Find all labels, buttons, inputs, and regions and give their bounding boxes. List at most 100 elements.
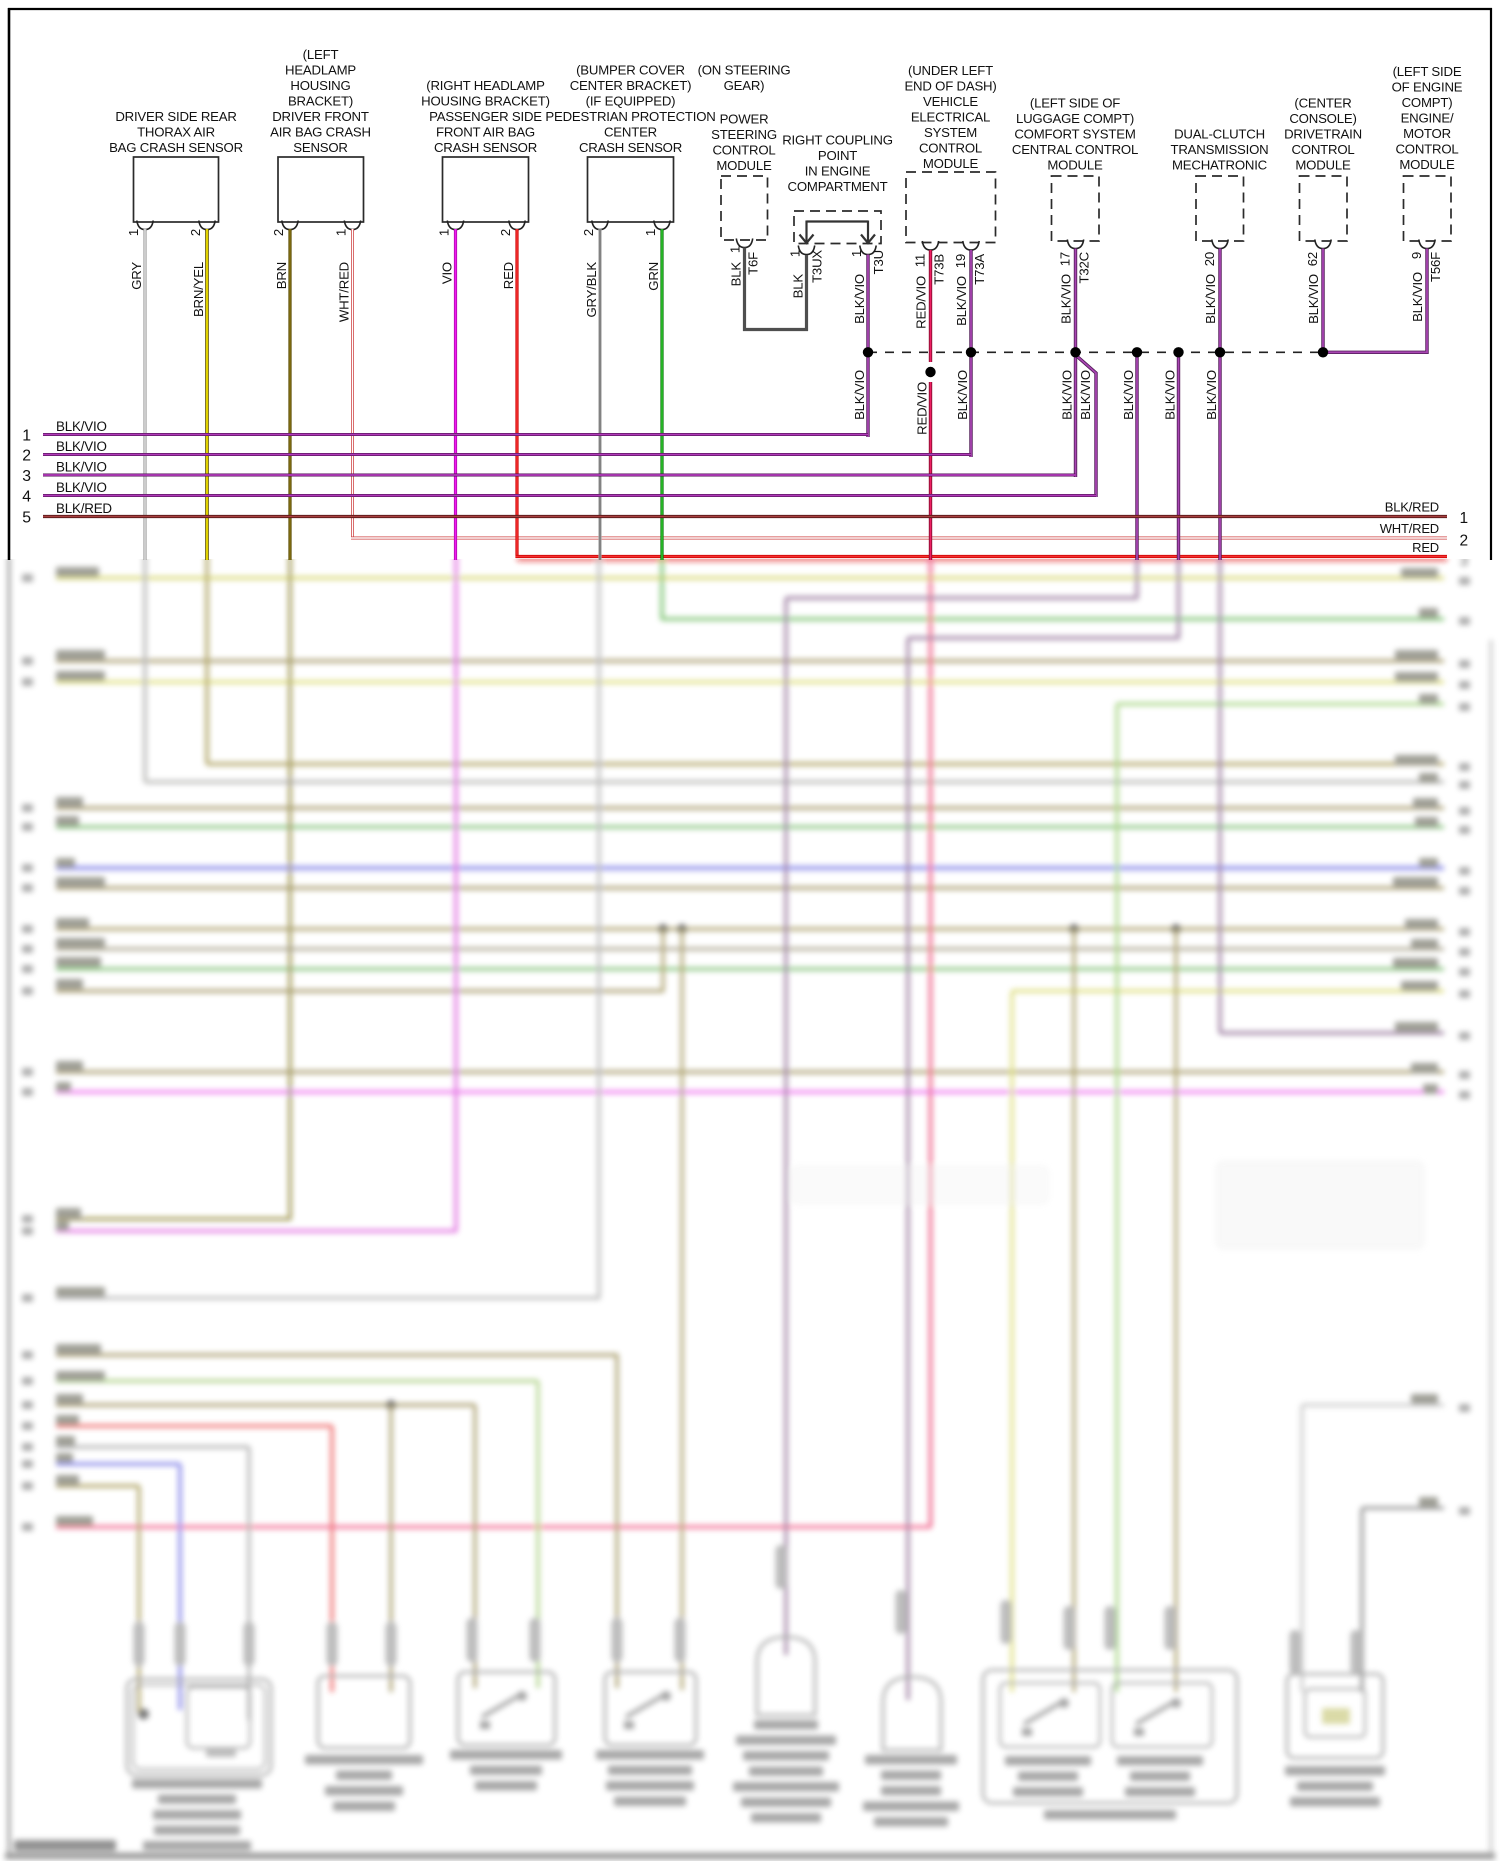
svg-text:MODULE: MODULE [923, 156, 979, 171]
svg-text:GEAR): GEAR) [724, 78, 765, 93]
svg-text:DUAL-CLUTCH: DUAL-CLUTCH [1174, 127, 1265, 142]
svg-text:CONSOLE): CONSOLE) [1289, 111, 1356, 126]
svg-text:MODULE: MODULE [1295, 158, 1351, 173]
svg-text:BLK/VIO: BLK/VIO [1163, 370, 1178, 420]
svg-text:(IF EQUIPPED): (IF EQUIPPED) [586, 94, 676, 109]
svg-text:1: 1 [728, 246, 743, 253]
svg-text:3: 3 [22, 468, 31, 485]
svg-text:1: 1 [1459, 510, 1467, 527]
svg-text:MODULE: MODULE [1047, 158, 1103, 173]
svg-text:BLK/VIO: BLK/VIO [56, 439, 107, 454]
svg-text:DRIVER FRONT: DRIVER FRONT [272, 109, 369, 124]
svg-text:GRY/BLK: GRY/BLK [584, 262, 599, 318]
svg-text:RIGHT COUPLING: RIGHT COUPLING [782, 133, 893, 148]
svg-text:(BUMPER COVER: (BUMPER COVER [576, 63, 685, 78]
svg-text:BLK/VIO: BLK/VIO [56, 460, 107, 475]
svg-text:CRASH SENSOR: CRASH SENSOR [434, 140, 537, 155]
svg-text:BLK/VIO: BLK/VIO [955, 370, 970, 420]
svg-text:4: 4 [22, 489, 31, 506]
svg-text:WHT/RED: WHT/RED [337, 262, 352, 322]
svg-text:1: 1 [643, 229, 658, 236]
svg-text:BLK/VIO: BLK/VIO [1203, 274, 1218, 324]
svg-text:T32C: T32C [1077, 251, 1092, 283]
svg-text:2: 2 [22, 448, 31, 465]
svg-text:1: 1 [22, 428, 31, 445]
svg-text:POINT: POINT [818, 148, 857, 163]
svg-text:BLK: BLK [791, 274, 806, 299]
svg-text:1: 1 [437, 229, 452, 236]
svg-text:POWER: POWER [720, 112, 769, 127]
svg-text:CONTROL: CONTROL [712, 143, 775, 158]
svg-text:T6F: T6F [746, 252, 761, 275]
svg-text:RED: RED [1412, 540, 1439, 555]
svg-text:LUGGAGE COMPT): LUGGAGE COMPT) [1016, 111, 1134, 126]
svg-text:COMPT): COMPT) [1402, 95, 1453, 110]
svg-text:BLK/VIO: BLK/VIO [1078, 370, 1093, 420]
svg-text:2: 2 [271, 229, 286, 236]
svg-text:RED: RED [501, 262, 516, 289]
svg-text:BRN/YEL: BRN/YEL [191, 262, 206, 317]
svg-text:GRN: GRN [646, 262, 661, 291]
svg-text:(LEFT SIDE: (LEFT SIDE [1393, 64, 1462, 79]
svg-text:T73A: T73A [972, 254, 987, 285]
svg-text:BRACKET): BRACKET) [288, 94, 353, 109]
svg-text:TRANSMISSION: TRANSMISSION [1171, 142, 1269, 157]
svg-text:(LEFT: (LEFT [303, 47, 339, 62]
svg-text:(UNDER LEFT: (UNDER LEFT [908, 63, 993, 78]
svg-text:VEHICLE: VEHICLE [923, 94, 978, 109]
svg-text:BLK/VIO: BLK/VIO [1060, 370, 1075, 420]
svg-text:COMFORT SYSTEM: COMFORT SYSTEM [1014, 127, 1135, 142]
svg-text:MOTOR: MOTOR [1403, 126, 1451, 141]
svg-text:BLK/VIO: BLK/VIO [1306, 274, 1321, 324]
svg-text:BLK/VIO: BLK/VIO [852, 274, 867, 324]
svg-text:DRIVER SIDE REAR: DRIVER SIDE REAR [115, 109, 236, 124]
svg-text:BLK/VIO: BLK/VIO [1121, 370, 1136, 420]
svg-text:BAG CRASH SENSOR: BAG CRASH SENSOR [109, 140, 243, 155]
svg-text:BLK/VIO: BLK/VIO [852, 370, 867, 420]
svg-text:SYSTEM: SYSTEM [924, 125, 977, 140]
svg-text:MODULE: MODULE [1399, 157, 1455, 172]
svg-text:17: 17 [1058, 252, 1073, 266]
svg-text:11: 11 [913, 254, 928, 267]
svg-text:19: 19 [953, 254, 968, 268]
svg-text:CENTER BRACKET): CENTER BRACKET) [570, 78, 692, 93]
svg-text:BLK/VIO: BLK/VIO [1204, 370, 1219, 420]
svg-text:BLK: BLK [729, 262, 744, 287]
svg-text:1: 1 [334, 229, 349, 236]
svg-text:2: 2 [188, 229, 203, 236]
svg-text:VIO: VIO [440, 262, 455, 284]
svg-text:BLK/VIO: BLK/VIO [1059, 274, 1074, 324]
svg-text:GRY: GRY [129, 262, 144, 290]
svg-text:HEADLAMP: HEADLAMP [285, 63, 356, 78]
svg-text:(LEFT SIDE OF: (LEFT SIDE OF [1030, 96, 1120, 111]
svg-text:2: 2 [1459, 532, 1467, 549]
svg-text:COMPARTMENT: COMPARTMENT [788, 179, 888, 194]
svg-text:CONTROL: CONTROL [1291, 142, 1354, 157]
svg-text:BLK/VIO: BLK/VIO [56, 480, 107, 495]
svg-text:T73B: T73B [932, 254, 947, 285]
svg-text:STEERING: STEERING [711, 127, 777, 142]
svg-text:BRN: BRN [274, 262, 289, 289]
svg-text:T3U: T3U [871, 250, 886, 274]
svg-text:(ON STEERING: (ON STEERING [698, 63, 791, 78]
svg-text:WHT/RED: WHT/RED [1380, 521, 1439, 536]
svg-text:BLK/RED: BLK/RED [1385, 500, 1439, 515]
svg-text:CRASH SENSOR: CRASH SENSOR [579, 140, 682, 155]
svg-text:MODULE: MODULE [716, 158, 772, 173]
svg-text:(CENTER: (CENTER [1294, 96, 1351, 111]
svg-text:HOUSING BRACKET): HOUSING BRACKET) [421, 94, 550, 109]
svg-text:1: 1 [788, 250, 803, 257]
svg-text:1: 1 [126, 229, 141, 236]
svg-text:HOUSING: HOUSING [290, 78, 350, 93]
svg-text:9: 9 [1409, 252, 1424, 259]
svg-text:1: 1 [849, 250, 864, 257]
svg-text:CENTER: CENTER [604, 125, 657, 140]
svg-text:CONTROL: CONTROL [1395, 142, 1458, 157]
svg-text:T3UX: T3UX [810, 250, 825, 283]
svg-text:IN ENGINE: IN ENGINE [805, 164, 871, 179]
svg-text:FRONT AIR BAG: FRONT AIR BAG [436, 125, 535, 140]
svg-text:ENGINE/: ENGINE/ [1401, 111, 1454, 126]
svg-text:AIR BAG CRASH: AIR BAG CRASH [270, 125, 371, 140]
svg-text:CENTRAL CONTROL: CENTRAL CONTROL [1012, 142, 1138, 157]
svg-text:BLK/VIO: BLK/VIO [56, 419, 107, 434]
